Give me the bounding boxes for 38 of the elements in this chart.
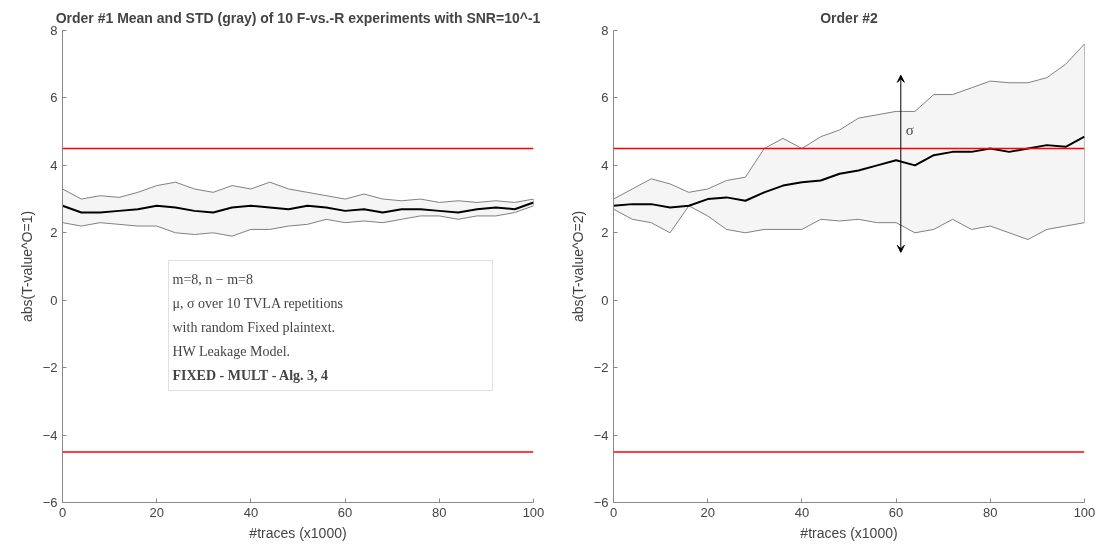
annotation: σ bbox=[905, 121, 914, 138]
x-tick-label: 100 bbox=[1073, 504, 1096, 520]
x-tick-label: 20 bbox=[149, 504, 164, 520]
x-tick-label: 100 bbox=[522, 504, 545, 520]
annotation: HW Leakage Model. bbox=[172, 343, 291, 359]
annotation: FIXED - MULT - Alg. 3, 4 bbox=[172, 367, 329, 383]
x-tick-label: 80 bbox=[983, 504, 998, 520]
y-tick-label: 2 bbox=[50, 225, 58, 241]
x-axis-title: #traces (x1000) bbox=[249, 524, 347, 541]
y-tick-label: 4 bbox=[50, 157, 58, 173]
annotation: m=8, n − m=8 bbox=[172, 271, 253, 287]
y-tick-label: −6 bbox=[593, 495, 609, 510]
y-tick-label: 4 bbox=[601, 157, 609, 173]
chart-title: Order #2 bbox=[820, 9, 879, 26]
x-tick-label: 60 bbox=[888, 504, 904, 520]
y-tick-label: −2 bbox=[42, 360, 58, 376]
x-tick-label: 40 bbox=[243, 504, 259, 520]
x-axis-title: #traces (x1000) bbox=[800, 524, 898, 541]
x-tick-label: 80 bbox=[432, 504, 447, 520]
y-tick-label: −2 bbox=[593, 360, 609, 376]
y-tick-label: −6 bbox=[42, 495, 58, 510]
y-tick-label: 8 bbox=[50, 23, 58, 38]
y-axis-title: abs(T-value^O=2) bbox=[569, 210, 586, 323]
annotation: with random Fixed plaintext. bbox=[172, 319, 336, 335]
y-tick-label: 6 bbox=[601, 90, 609, 106]
y-tick-label: −4 bbox=[42, 427, 58, 443]
x-tick-label: 20 bbox=[700, 504, 715, 520]
y-tick-label: 0 bbox=[50, 292, 58, 308]
annotation: μ, σ over 10 TVLA repetitions bbox=[172, 295, 343, 311]
y-tick-label: 8 bbox=[601, 23, 609, 38]
y-tick-label: 2 bbox=[601, 225, 609, 241]
chart-title: Order #1 Mean and STD (gray) of 10 F-vs.-R experiments with SNR=10^-1 bbox=[55, 9, 541, 26]
y-axis-title: abs(T-value^O=1) bbox=[18, 210, 35, 323]
y-tick-label: 6 bbox=[50, 90, 58, 106]
x-tick-label: 40 bbox=[794, 504, 810, 520]
x-tick-label: 60 bbox=[337, 504, 353, 520]
y-tick-label: 0 bbox=[601, 292, 609, 308]
y-tick-label: −4 bbox=[593, 427, 609, 443]
